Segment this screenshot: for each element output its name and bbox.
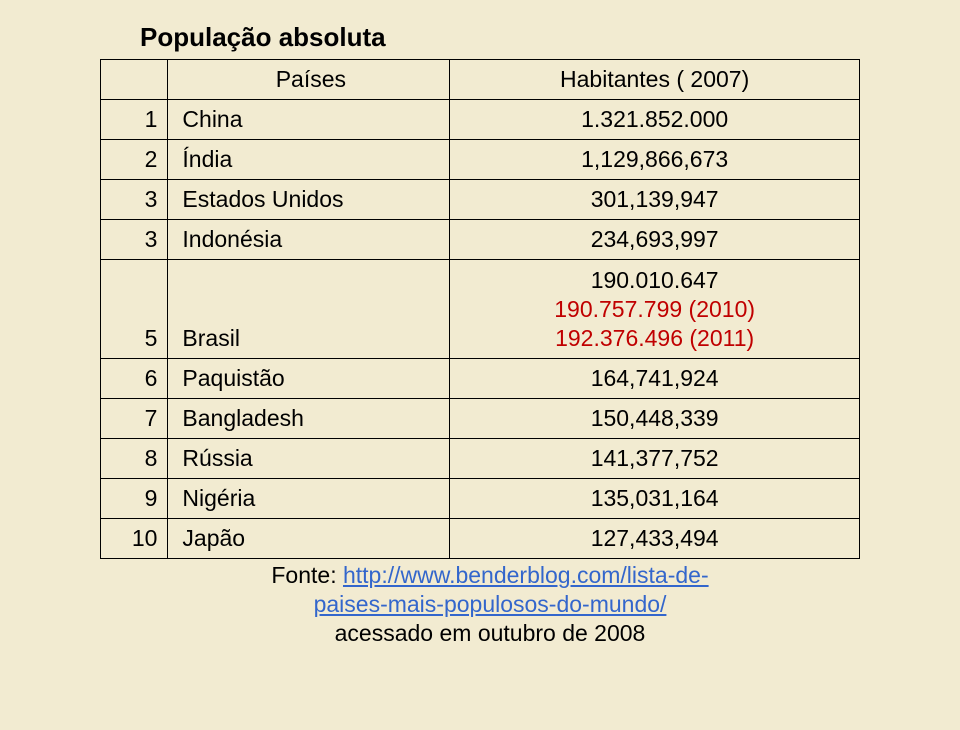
row-index: 3	[101, 180, 168, 220]
table-row: 6 Paquistão 164,741,924	[101, 359, 860, 399]
row-country: Estados Unidos	[168, 180, 450, 220]
source-link[interactable]: http://www.benderblog.com/lista-de-	[343, 562, 709, 588]
row-habitants: 234,693,997	[450, 220, 860, 260]
row-country: Paquistão	[168, 359, 450, 399]
population-table: Países Habitantes ( 2007) 1 China 1.321.…	[100, 59, 860, 559]
row-country: Japão	[168, 519, 450, 559]
header-blank	[101, 60, 168, 100]
row-habitants: 164,741,924	[450, 359, 860, 399]
table-header-row: Países Habitantes ( 2007)	[101, 60, 860, 100]
row-index: 7	[101, 399, 168, 439]
row-index: 1	[101, 100, 168, 140]
page-title: População absoluta	[140, 22, 880, 53]
row-country: Brasil	[168, 260, 450, 359]
row-index: 6	[101, 359, 168, 399]
row-country: Bangladesh	[168, 399, 450, 439]
table-row: 9 Nigéria 135,031,164	[101, 479, 860, 519]
row-habitants: 1.321.852.000	[450, 100, 860, 140]
table-row: 8 Rússia 141,377,752	[101, 439, 860, 479]
row-habitants: 135,031,164	[450, 479, 860, 519]
row-index: 10	[101, 519, 168, 559]
table-row: 3 Indonésia 234,693,997	[101, 220, 860, 260]
source-link[interactable]: paises-mais-populosos-do-mundo/	[314, 591, 667, 617]
source-footer: Fonte: http://www.benderblog.com/lista-d…	[100, 561, 880, 647]
row-habitants: 150,448,339	[450, 399, 860, 439]
table-row: 10 Japão 127,433,494	[101, 519, 860, 559]
row-country: Rússia	[168, 439, 450, 479]
row-country: China	[168, 100, 450, 140]
footer-suffix: acessado em outubro de 2008	[335, 620, 646, 646]
brasil-value-2007: 190.010.647	[591, 267, 719, 293]
brasil-value-2010: 190.757.799 (2010)	[554, 296, 755, 322]
row-index: 2	[101, 140, 168, 180]
row-habitants: 141,377,752	[450, 439, 860, 479]
row-country: Nigéria	[168, 479, 450, 519]
row-index: 8	[101, 439, 168, 479]
table-row: 7 Bangladesh 150,448,339	[101, 399, 860, 439]
row-index: 5	[101, 260, 168, 359]
table-row: 5 Brasil 190.010.647 190.757.799 (2010) …	[101, 260, 860, 359]
footer-prefix: Fonte:	[271, 562, 343, 588]
table-row: 1 China 1.321.852.000	[101, 100, 860, 140]
row-habitants: 127,433,494	[450, 519, 860, 559]
table-row: 3 Estados Unidos 301,139,947	[101, 180, 860, 220]
header-countries: Países	[168, 60, 450, 100]
row-index: 3	[101, 220, 168, 260]
header-habitants: Habitantes ( 2007)	[450, 60, 860, 100]
row-country: Índia	[168, 140, 450, 180]
row-country: Indonésia	[168, 220, 450, 260]
row-habitants: 1,129,866,673	[450, 140, 860, 180]
row-habitants: 301,139,947	[450, 180, 860, 220]
row-index: 9	[101, 479, 168, 519]
row-habitants-brasil: 190.010.647 190.757.799 (2010) 192.376.4…	[450, 260, 860, 359]
brasil-value-2011: 192.376.496 (2011)	[555, 325, 754, 351]
table-row: 2 Índia 1,129,866,673	[101, 140, 860, 180]
